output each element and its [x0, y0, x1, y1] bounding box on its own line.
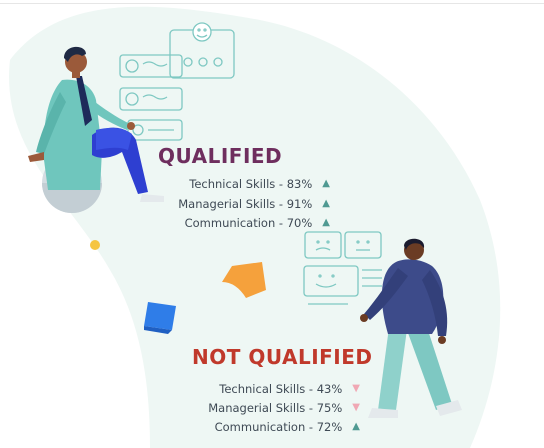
qualified-heading: QUALIFIED [158, 144, 283, 168]
not-qualified-stat-technical: Technical Skills - 43% ▼ [219, 382, 360, 396]
feedback-card-icon [119, 54, 183, 141]
trend-up-icon: ▲ [322, 198, 330, 209]
top-divider [0, 3, 544, 4]
not-qualified-stat-communication: Communication - 72% ▲ [214, 420, 360, 434]
stat-label: Communication [184, 216, 276, 230]
qualified-stat-managerial: Managerial Skills - 91% ▲ [178, 197, 330, 211]
neutral-face-card-icon [303, 231, 382, 305]
qualified-stat-communication: Communication - 70% ▲ [184, 216, 330, 230]
qualified-person-figure [28, 46, 164, 213]
stat-value: 43% [316, 382, 343, 396]
stat-label: Managerial Skills [178, 197, 276, 211]
not-qualified-stat-managerial: Managerial Skills - 75% ▼ [208, 401, 360, 415]
trend-down-icon: ▼ [352, 383, 360, 394]
smiley-card-icon [169, 22, 235, 79]
sticky-note-icon [90, 240, 266, 334]
qualified-stat-technical: Technical Skills - 83% ▲ [189, 177, 330, 191]
stat-value: 72% [316, 420, 343, 434]
stat-label: Managerial Skills [208, 401, 306, 415]
trend-up-icon: ▲ [322, 178, 330, 189]
not-qualified-heading: NOT QUALIFIED [192, 345, 373, 369]
stat-value: 91% [286, 197, 313, 211]
stat-label: Technical Skills [189, 177, 276, 191]
stat-label: Technical Skills [219, 382, 306, 396]
trend-down-icon: ▼ [352, 402, 360, 413]
trend-up-icon: ▲ [352, 421, 360, 432]
trend-up-icon: ▲ [322, 217, 330, 228]
stat-value: 75% [316, 401, 343, 415]
stat-value: 83% [286, 177, 313, 191]
not-qualified-person-figure [360, 238, 462, 418]
stat-label: Communication [214, 420, 306, 434]
stat-value: 70% [286, 216, 313, 230]
